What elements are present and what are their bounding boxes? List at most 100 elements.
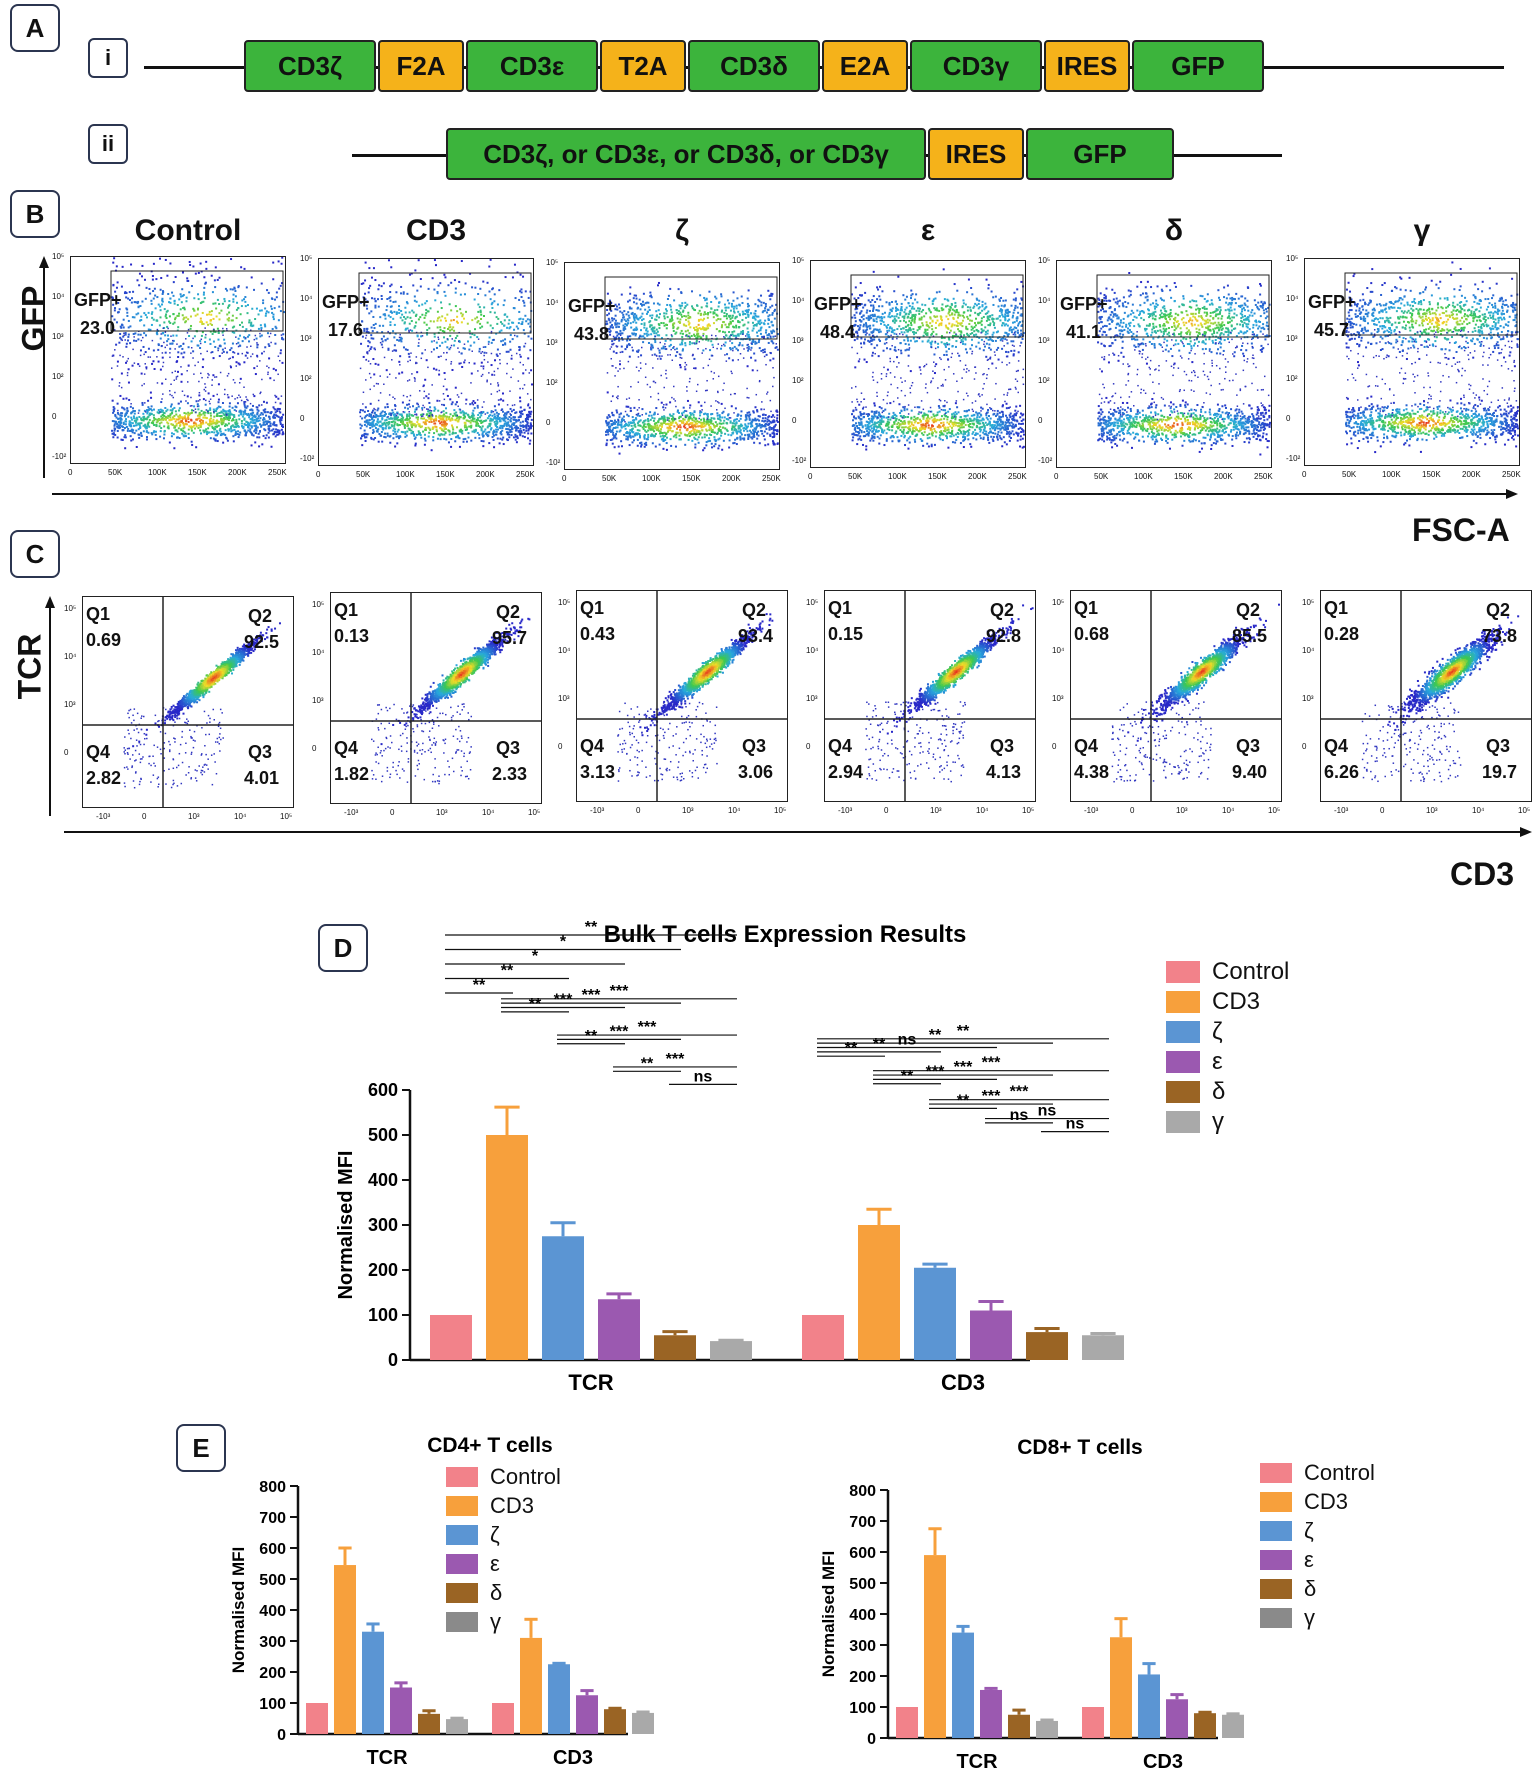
panel-b-x-tick: 0 [68, 468, 72, 477]
y-tick-label: 300 [259, 1634, 286, 1651]
legend-swatch [446, 1583, 478, 1603]
panel-c-y-tick: 10⁴ [312, 648, 324, 657]
construct-i-segment: CD3γ [910, 40, 1042, 92]
construct-i-segment: F2A [378, 40, 464, 92]
construct-ii-segment: CD3ζ, or CD3ε, or CD3δ, or CD3γ [446, 128, 926, 180]
panel-c-x-tick: 10⁵ [528, 808, 540, 817]
panel-c-y-tick: 0 [64, 748, 68, 757]
bar [334, 1565, 356, 1734]
panel-c-y-tick: 0 [312, 744, 316, 753]
panel-b-x-tick: 50K [108, 468, 122, 477]
bar [1036, 1720, 1058, 1738]
panel-c-x-tick: 10³ [436, 808, 448, 817]
bar [802, 1315, 844, 1360]
panel-c-y-tick: 10⁵ [558, 598, 570, 607]
q1-label: Q1 [1324, 598, 1348, 619]
bar [418, 1713, 440, 1734]
panel-c-x-tick: 10⁵ [1022, 806, 1034, 815]
panel-c-flow-plot [824, 590, 1036, 802]
q2-value: 92.5 [244, 632, 279, 653]
y-tick-label: 500 [259, 1572, 286, 1589]
panel-b-x-tick: 250K [1254, 472, 1273, 481]
legend-item: ζ [1166, 1018, 1223, 1046]
panel-label-e: E [176, 1424, 226, 1472]
panel-c-x-tick: 10⁵ [774, 806, 786, 815]
significance-label: ** [929, 1027, 942, 1044]
gfp-gate-label: GFP+ [1308, 292, 1356, 313]
q2-label: Q2 [1236, 600, 1260, 621]
significance-label: ** [957, 1023, 970, 1040]
panel-b-x-tick: 150K [436, 470, 455, 479]
panel-b-x-tick: 50K [356, 470, 370, 479]
panel-b-y-tick: 10² [792, 376, 804, 385]
legend-label: γ [1304, 1605, 1315, 1631]
panel-b-x-tick: 200K [476, 470, 495, 479]
panel-b-x-tick: 50K [1342, 470, 1356, 479]
panel-c-x-tick: -10³ [838, 806, 852, 815]
q4-value: 6.26 [1324, 762, 1359, 783]
panel-b-plot-title: ζ [574, 214, 790, 248]
bar [1026, 1332, 1068, 1360]
panel-b-scatter [358, 259, 533, 452]
panel-b-y-tick: -10² [1038, 456, 1052, 465]
y-tick-label: 500 [849, 1576, 876, 1593]
panel-c-x-tick: 0 [390, 808, 394, 817]
construct-i-segment: T2A [600, 40, 686, 92]
panel-b-y-tick: 10⁴ [300, 294, 312, 303]
q3-label: Q3 [990, 736, 1014, 757]
significance-label: ** [529, 996, 542, 1013]
significance-label: *** [554, 992, 573, 1009]
legend-label: δ [490, 1580, 502, 1606]
panel-c-x-tick: -10³ [590, 806, 604, 815]
y-tick-label: 800 [849, 1483, 876, 1500]
panel-c-y-tick: 10⁵ [806, 598, 818, 607]
panel-c-x-tick: 10³ [188, 812, 200, 821]
panel-b-flow-plot [1056, 260, 1272, 468]
panel-b-y-tick: 10⁴ [1038, 296, 1050, 305]
panel-b-y-tick: 10³ [546, 338, 558, 347]
panel-c-scatter [331, 593, 541, 803]
significance-label: ns [1010, 1107, 1029, 1124]
y-tick-label: 0 [388, 1350, 398, 1370]
panel-b-y-tick: -10² [792, 456, 806, 465]
q4-label: Q4 [1074, 736, 1098, 757]
q3-value: 2.33 [492, 764, 527, 785]
legend-swatch [1166, 1051, 1200, 1073]
bar [1082, 1707, 1104, 1738]
q1-label: Q1 [1074, 598, 1098, 619]
category-label: CD3 [1143, 1751, 1183, 1773]
panel-b-x-tick: 0 [1302, 470, 1306, 479]
legend-label: ε [490, 1551, 500, 1577]
legend-swatch [1166, 991, 1200, 1013]
significance-label: *** [1010, 1084, 1029, 1101]
y-tick-label: 400 [849, 1607, 876, 1624]
legend-label: Control [1304, 1460, 1375, 1486]
panel-b-y-tick: 10⁵ [1286, 254, 1298, 263]
q3-value: 4.13 [986, 762, 1021, 783]
q3-label: Q3 [496, 738, 520, 759]
panel-b-flow-plot [70, 256, 286, 464]
gfp-gate-label: GFP+ [74, 290, 122, 311]
panel-b-scatter [1096, 272, 1271, 456]
panel-b-y-tick: -10² [546, 458, 560, 467]
panel-c-y-tick: 10⁵ [1302, 598, 1314, 607]
panel-b-x-tick: 200K [968, 472, 987, 481]
q3-label: Q3 [1236, 736, 1260, 757]
panel-b-scatter [1344, 261, 1519, 454]
panel-b-y-tick: 10⁵ [1038, 256, 1050, 265]
cd3-axis-label: CD3 [1450, 856, 1514, 893]
panel-b-x-tick: 0 [808, 472, 812, 481]
panel-b-x-tick: 250K [516, 470, 535, 479]
legend-label: ε [1304, 1547, 1314, 1573]
panel-b-flow-plot [564, 262, 780, 470]
q3-value: 9.40 [1232, 762, 1267, 783]
legend-swatch [1260, 1579, 1292, 1599]
panel-b-y-tick: 10⁴ [546, 298, 558, 307]
legend-swatch [446, 1554, 478, 1574]
panel-c-x-tick: 10⁵ [1268, 806, 1280, 815]
panel-b-x-tick: 250K [1502, 470, 1521, 479]
panel-c-y-tick: 10⁵ [1052, 598, 1064, 607]
y-tick-label: 100 [849, 1700, 876, 1717]
q4-label: Q4 [86, 742, 110, 763]
panel-b-plot-title: ε [820, 214, 1036, 248]
